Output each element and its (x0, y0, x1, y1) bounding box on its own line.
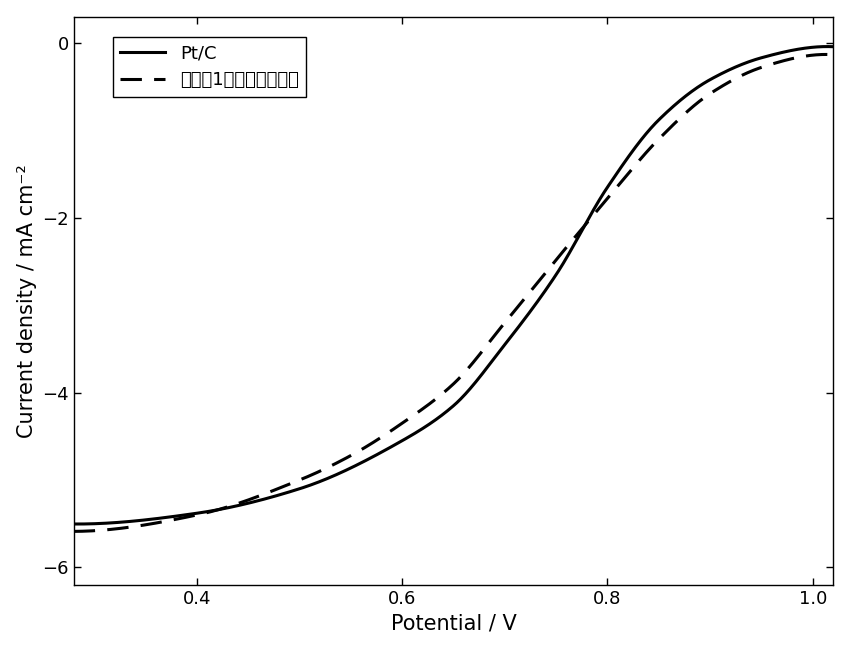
实施例1中所制备催化剑 (69, 528, 79, 536)
Pt/C (553, 267, 564, 275)
实施例1中所制备催化剑 (510, 307, 520, 315)
Pt/C (530, 300, 541, 308)
Pt/C (646, 124, 656, 132)
Pt/C (823, 43, 833, 51)
实施例1中所制备催化剑 (530, 282, 540, 290)
X-axis label: Potential / V: Potential / V (391, 614, 517, 633)
Pt/C (511, 326, 521, 334)
Line: Pt/C: Pt/C (74, 47, 833, 524)
Line: 实施例1中所制备催化剑: 实施例1中所制备催化剑 (74, 55, 833, 532)
实施例1中所制备催化剑 (552, 254, 563, 262)
Pt/C (72, 520, 82, 528)
Pt/C (116, 518, 127, 526)
实施例1中所制备催化剑 (645, 144, 655, 152)
Legend: Pt/C, 实施例1中所制备催化剑: Pt/C, 实施例1中所制备催化剑 (113, 37, 306, 97)
Pt/C (69, 520, 79, 528)
实施例1中所制备催化剑 (116, 525, 126, 532)
Pt/C (828, 43, 838, 51)
实施例1中所制备催化剑 (828, 51, 838, 58)
实施例1中所制备催化剑 (820, 51, 830, 58)
Y-axis label: Current density / mA cm⁻²: Current density / mA cm⁻² (17, 164, 37, 437)
Pt/C (723, 66, 734, 74)
实施例1中所制备催化剑 (722, 79, 733, 86)
